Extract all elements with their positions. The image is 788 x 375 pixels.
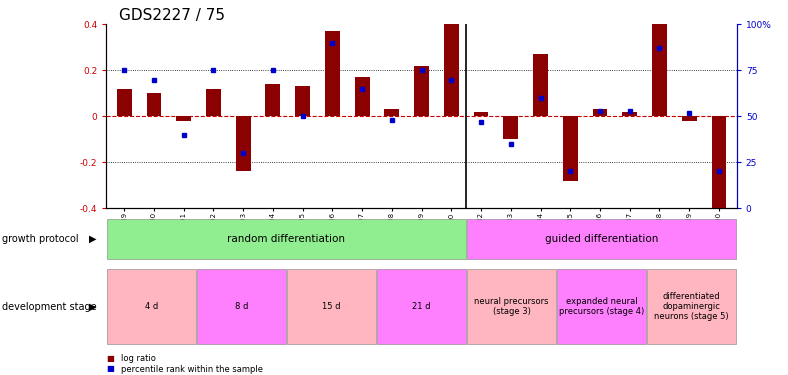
- Text: differentiated
dopaminergic
neurons (stage 5): differentiated dopaminergic neurons (sta…: [655, 292, 729, 321]
- Text: development stage: development stage: [2, 302, 96, 312]
- Bar: [623, 112, 637, 116]
- Text: guided differentiation: guided differentiation: [545, 234, 659, 244]
- Bar: [236, 116, 251, 171]
- Bar: [107, 268, 196, 345]
- Bar: [682, 116, 697, 121]
- Text: ■: ■: [106, 354, 114, 363]
- Bar: [647, 268, 736, 345]
- Text: growth protocol: growth protocol: [2, 234, 78, 244]
- Bar: [557, 268, 646, 345]
- Bar: [325, 31, 340, 116]
- Bar: [377, 268, 466, 345]
- Bar: [197, 268, 286, 345]
- Bar: [467, 268, 556, 345]
- Bar: [147, 93, 162, 116]
- Text: percentile rank within the sample: percentile rank within the sample: [121, 364, 262, 374]
- Text: ▶: ▶: [89, 302, 97, 312]
- Bar: [266, 84, 281, 116]
- Bar: [385, 110, 400, 116]
- Bar: [474, 112, 489, 116]
- Bar: [296, 86, 310, 116]
- Text: ■: ■: [106, 364, 114, 374]
- Bar: [652, 0, 667, 116]
- Bar: [287, 268, 376, 345]
- Bar: [467, 219, 736, 260]
- Bar: [533, 54, 548, 116]
- Bar: [107, 219, 466, 260]
- Text: 15 d: 15 d: [322, 302, 340, 311]
- Text: ▶: ▶: [89, 234, 97, 244]
- Text: 21 d: 21 d: [412, 302, 431, 311]
- Bar: [206, 89, 221, 116]
- Bar: [177, 116, 191, 121]
- Bar: [444, 0, 459, 116]
- Text: 4 d: 4 d: [145, 302, 158, 311]
- Bar: [593, 110, 608, 116]
- Bar: [414, 66, 429, 116]
- Text: random differentiation: random differentiation: [228, 234, 345, 244]
- Text: GDS2227 / 75: GDS2227 / 75: [119, 8, 225, 23]
- Bar: [504, 116, 519, 139]
- Text: log ratio: log ratio: [121, 354, 155, 363]
- Text: neural precursors
(stage 3): neural precursors (stage 3): [474, 297, 549, 316]
- Bar: [355, 77, 370, 116]
- Bar: [117, 89, 132, 116]
- Bar: [563, 116, 578, 181]
- Bar: [712, 116, 727, 213]
- Text: 8 d: 8 d: [235, 302, 248, 311]
- Text: expanded neural
precursors (stage 4): expanded neural precursors (stage 4): [559, 297, 645, 316]
